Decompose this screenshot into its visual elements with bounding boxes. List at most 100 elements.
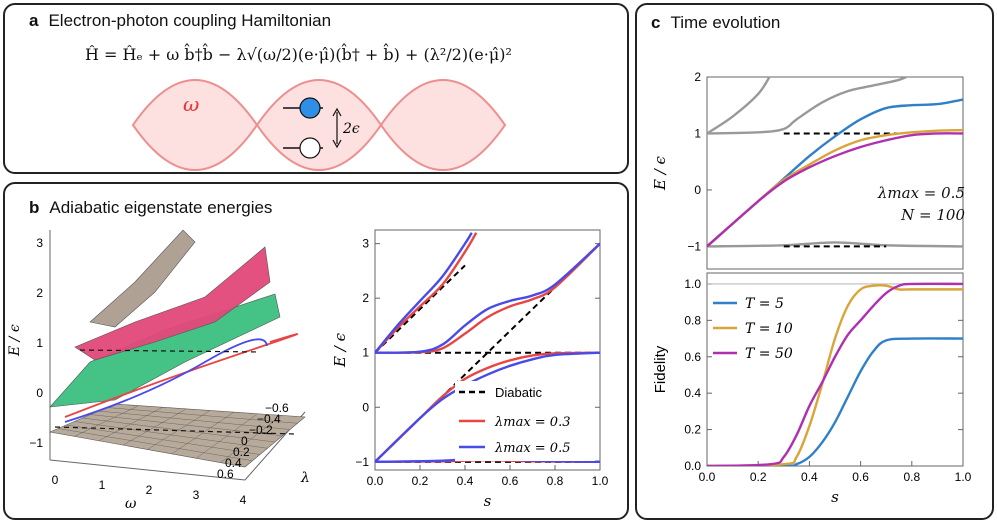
x-axis-label: s <box>831 488 839 506</box>
cavity-diagram: ω 2ϵ <box>131 79 507 171</box>
x-tick-label: 1.0 <box>955 470 972 484</box>
x-tick-label: 0.4 <box>801 470 818 484</box>
y-tick-label: 3 <box>362 237 369 251</box>
surface-diabatic-line <box>79 349 261 353</box>
surface-x-tick: 0 <box>52 473 59 487</box>
legend-t5: T = 5 <box>745 296 784 312</box>
y-axis-label: Fidelity <box>652 345 669 393</box>
surface-mesh-line <box>220 415 282 463</box>
series-t-50 <box>707 132 963 248</box>
y-tick-label: 2 <box>362 291 369 305</box>
surface-mesh-line <box>106 407 298 424</box>
y-axis-label: E / ϵ <box>331 332 349 368</box>
surface-z-tick: −1 <box>29 436 43 450</box>
y-tick-label: 1 <box>694 126 701 140</box>
series-eigenstates <box>707 77 909 135</box>
x-tick-label: 0.2 <box>412 474 429 488</box>
surface-y-tick: −0.4 <box>257 412 281 426</box>
omega-label: ω <box>183 92 199 116</box>
surface-curve-red <box>64 333 298 418</box>
surface-diabatic-line-low <box>54 426 296 435</box>
plot-frame <box>706 272 964 467</box>
gap-arrowheads <box>332 107 342 149</box>
x-tick-label: 0.2 <box>750 470 767 484</box>
surface-upper <box>74 246 271 361</box>
surface-z-tick: 0 <box>36 386 43 400</box>
surface-z-tick: 3 <box>36 236 43 250</box>
annotation-n: N = 100 <box>901 206 965 224</box>
panel-c: c Time evolution −1 0 1 2 E / ϵ 0.0 0.2 0.4 0.6 0… <box>635 3 994 520</box>
hamiltonian-equation: Ĥ = Ĥₑ + ω b̂†b̂ − λ√(ω/2)(e·μ̂)(b̂† + b… <box>85 45 512 64</box>
y-tick-label: 0.6 <box>684 350 701 364</box>
x-tick-label: 0.4 <box>457 474 474 488</box>
annotation-lambda: λmax = 0.5 <box>877 184 965 202</box>
y-tick-label: 1.0 <box>684 277 701 291</box>
surface-x-tick: 3 <box>193 488 200 502</box>
surface-x-label: ω <box>125 496 137 512</box>
series-eigenstates <box>707 241 963 248</box>
surface-y-ticks: −0.6−0.4−0.200.20.40.6 <box>217 401 289 481</box>
legend-t10: T = 10 <box>745 321 793 337</box>
legend-lambda-05: λmax = 0.5 <box>494 441 570 456</box>
y-tick-label: 0.2 <box>684 423 701 437</box>
panel-b: b Adiabatic eigenstate energies 3 2 1 0 −1 0 1… <box>3 182 629 520</box>
panel-b-title-text: Adiabatic eigenstate energies <box>49 198 273 217</box>
legend-c: T = 5 T = 10 T = 50 <box>713 296 793 362</box>
series-diabatic <box>375 264 466 354</box>
y-tick-label: 0.0 <box>684 459 701 473</box>
series--max-0-5 <box>375 242 600 354</box>
x-axis-label: s <box>484 492 492 510</box>
surface-y-tick: 0 <box>241 434 248 448</box>
y-tick-label: 1 <box>362 346 369 360</box>
surface-y-tick: 0.2 <box>233 445 250 459</box>
y-axis-label: E / ϵ <box>651 155 669 191</box>
series-t-50 <box>707 282 963 466</box>
y-tick-label: 2 <box>694 70 701 84</box>
series-t-5 <box>707 337 963 466</box>
series-t-10 <box>707 284 963 466</box>
surface-mesh-line <box>90 414 283 436</box>
panel-c-title: c Time evolution <box>651 13 780 33</box>
plot-frame <box>374 229 601 471</box>
surface-z-label: E / ϵ <box>7 324 23 357</box>
surface-x-ticks: 0 1 2 3 4 <box>52 473 247 507</box>
chart-c-fidelity: 0.0 0.2 0.4 0.6 0.8 1.0 0.0 0.2 0.4 0.6 0.8 1.0 s Fid… <box>652 272 972 506</box>
y-tick-label: −1 <box>355 455 369 469</box>
series-eigenstates <box>707 77 771 135</box>
y-tick-label: 0.4 <box>684 386 701 400</box>
surface-curve-blue <box>64 338 268 423</box>
ground-state-circle <box>299 137 321 159</box>
series--max-0-3 <box>375 242 600 354</box>
legend-b: Diabatic λmax = 0.3 λmax = 0.5 <box>455 381 595 461</box>
chart-c-energies: −1 0 1 2 E / ϵ <box>651 70 964 270</box>
surface-z-tick: 1 <box>36 336 43 350</box>
surface-y-tick: −0.2 <box>249 423 273 437</box>
plot-frame <box>706 76 964 270</box>
gap-label: 2ϵ <box>342 121 360 137</box>
panel-a-title-text: Electron-photon coupling Hamiltonian <box>48 11 332 30</box>
surface-y-label: λ <box>300 470 310 486</box>
series--max-0-5 <box>375 351 600 463</box>
panel-c-letter: c <box>651 13 661 32</box>
surface-mesh-line <box>147 410 211 450</box>
panel-a-title: a Electron-photon coupling Hamiltonian <box>29 11 331 31</box>
surface-mesh-line <box>98 410 291 430</box>
surface-x-tick: 1 <box>99 478 106 492</box>
panel-a: a Electron-photon coupling Hamiltonian Ĥ … <box>3 3 629 174</box>
series--max-0-5 <box>375 232 473 354</box>
y-tick-label: 0 <box>362 400 369 414</box>
surface-y-tick: 0.6 <box>217 467 234 481</box>
y-tick-label: 0 <box>694 183 701 197</box>
surface-mesh-line <box>171 411 234 455</box>
chart-b-energies: −1 0 1 2 3 0.0 0.2 0.4 0.6 0.8 1.0 s E / ϵ <box>331 229 609 510</box>
y-tick-label: −1 <box>687 239 701 253</box>
panel-b-letter: b <box>29 198 40 217</box>
annotation-c: λmax = 0.5 N = 100 <box>869 182 965 226</box>
surface-z-tick: 2 <box>36 286 43 300</box>
panel-c-title-text: Time evolution <box>670 13 781 32</box>
panel-b-title: b Adiabatic eigenstate energies <box>29 198 272 218</box>
panel-a-letter: a <box>29 11 39 30</box>
x-tick-label: 0.8 <box>547 474 564 488</box>
legend-lambda-03: λmax = 0.3 <box>494 415 570 430</box>
